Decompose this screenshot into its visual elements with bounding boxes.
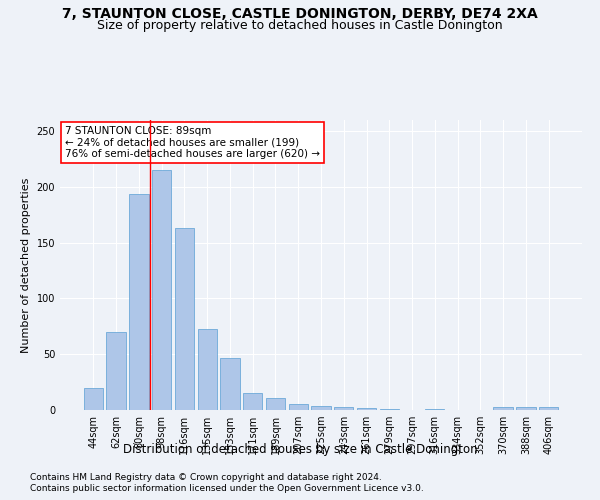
Bar: [152, 170, 172, 410]
Bar: [380, 409, 399, 410]
Bar: [243, 394, 262, 410]
Bar: [175, 228, 194, 410]
Bar: [266, 398, 285, 410]
Bar: [334, 406, 353, 410]
Bar: [357, 408, 376, 410]
Text: Size of property relative to detached houses in Castle Donington: Size of property relative to detached ho…: [97, 19, 503, 32]
Bar: [129, 194, 149, 410]
Y-axis label: Number of detached properties: Number of detached properties: [21, 178, 31, 352]
Bar: [425, 409, 445, 410]
Bar: [106, 332, 126, 410]
Bar: [197, 328, 217, 410]
Bar: [289, 404, 308, 410]
Text: Contains HM Land Registry data © Crown copyright and database right 2024.: Contains HM Land Registry data © Crown c…: [30, 472, 382, 482]
Bar: [311, 406, 331, 410]
Text: 7 STAUNTON CLOSE: 89sqm
← 24% of detached houses are smaller (199)
76% of semi-d: 7 STAUNTON CLOSE: 89sqm ← 24% of detache…: [65, 126, 320, 159]
Bar: [516, 406, 536, 410]
Text: Contains public sector information licensed under the Open Government Licence v3: Contains public sector information licen…: [30, 484, 424, 493]
Text: 7, STAUNTON CLOSE, CASTLE DONINGTON, DERBY, DE74 2XA: 7, STAUNTON CLOSE, CASTLE DONINGTON, DER…: [62, 8, 538, 22]
Bar: [220, 358, 239, 410]
Bar: [493, 406, 513, 410]
Bar: [84, 388, 103, 410]
Bar: [539, 406, 558, 410]
Text: Distribution of detached houses by size in Castle Donington: Distribution of detached houses by size …: [122, 442, 478, 456]
